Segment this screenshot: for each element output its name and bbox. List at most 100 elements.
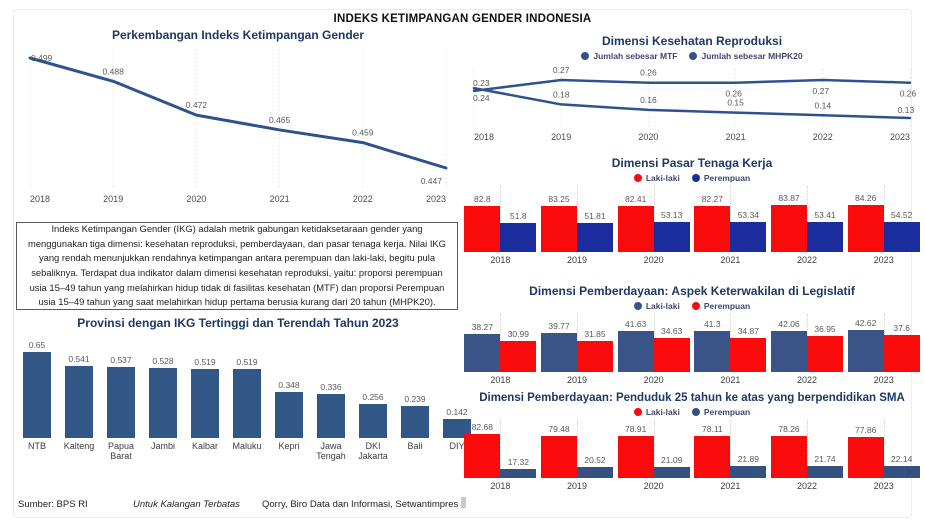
bar-ikg-2023[interactable]: [23, 352, 51, 438]
legend-item[interactable]: Perempuan: [691, 173, 750, 183]
bar-ikg-2023[interactable]: [275, 392, 303, 438]
ikg-trend-line-chart[interactable]: 0.499 0.488 0.472 0.465 0.459 0.447 2018 2019 20…: [16, 42, 460, 211]
bar-laki-laki[interactable]: [617, 436, 654, 478]
line-series[interactable]: [472, 86, 912, 120]
data-label: 0.488: [103, 66, 125, 76]
bar-value-label: 42.06: [778, 319, 800, 329]
bar-value-label: 0.65: [28, 340, 46, 350]
bar-laki-laki[interactable]: [847, 205, 884, 252]
legend-dot: [691, 408, 700, 416]
bar-perempuan[interactable]: [883, 466, 920, 478]
x-axis-label: 2018: [30, 194, 50, 204]
bar-ikg-2023[interactable]: [107, 367, 135, 438]
bar-group-2019: 79.48 20.52 2019: [539, 420, 616, 491]
bar-laki-laki[interactable]: [847, 330, 884, 372]
bar-laki-laki[interactable]: [771, 205, 808, 252]
bar-laki-laki[interactable]: [771, 331, 808, 372]
bar-perempuan[interactable]: [500, 469, 537, 478]
bar-perempuan[interactable]: [653, 338, 690, 372]
legislatif-bar-chart[interactable]: 38.27 30.99 2018 39.77 31.85 2019 41.63 34.63 20…: [462, 314, 922, 385]
bar-group-2022: 42.06 36.95 2022: [769, 314, 846, 385]
data-label: 0.13: [898, 105, 915, 115]
bar-laki-laki[interactable]: [847, 437, 884, 478]
data-label: 0.465: [269, 115, 291, 125]
bar-perempuan[interactable]: [730, 222, 767, 252]
bar-group-Bali: 0.239 Bali: [394, 338, 436, 462]
bar-perempuan[interactable]: [730, 338, 767, 372]
bar-ikg-2023[interactable]: [317, 394, 345, 438]
bar-laki-laki[interactable]: [464, 334, 501, 372]
bar-value-label: 0.519: [194, 357, 216, 367]
bar-ikg-2023[interactable]: [65, 366, 93, 438]
bar-perempuan[interactable]: [730, 466, 767, 478]
bar-perempuan[interactable]: [500, 223, 537, 252]
bar-perempuan[interactable]: [807, 222, 844, 252]
legend-item[interactable]: Laki-laki: [633, 173, 680, 183]
bar-laki-laki[interactable]: [771, 436, 808, 478]
data-label: 0.26: [900, 89, 917, 99]
bar-laki-laki[interactable]: [541, 206, 577, 252]
bar-value-label: 0.336: [320, 382, 342, 392]
x-axis-label: Kalteng: [63, 441, 95, 451]
bar-group-Jambi: 0.528 Jambi: [142, 338, 184, 462]
legend-label: Jumlah sebesar MHPK20: [701, 51, 803, 61]
legend-item[interactable]: Jumlah sebesar MTF: [581, 51, 677, 61]
bar-laki-laki[interactable]: [541, 333, 577, 372]
bar-value-label: 30.99: [507, 329, 529, 339]
bar-value-label: 51.8: [510, 211, 527, 221]
bar-ikg-2023[interactable]: [443, 419, 471, 438]
legend-item[interactable]: Perempuan: [691, 301, 750, 311]
bar-laki-laki[interactable]: [694, 206, 731, 252]
bar-perempuan[interactable]: [883, 222, 920, 252]
legend-label: Laki-laki: [645, 407, 680, 417]
line-series[interactable]: [28, 56, 448, 170]
legend-item[interactable]: Perempuan: [691, 407, 750, 417]
x-axis-label: 2021: [720, 375, 741, 385]
bar-perempuan[interactable]: [883, 335, 920, 372]
scrollbar-thumb[interactable]: [461, 497, 466, 508]
bar-laki-laki[interactable]: [541, 436, 577, 478]
line-series[interactable]: [472, 78, 912, 93]
bar-value-label: 34.87: [737, 326, 759, 336]
bar-laki-laki[interactable]: [464, 206, 501, 252]
legend-item[interactable]: Laki-laki: [633, 301, 680, 311]
bar-ikg-2023[interactable]: [149, 368, 177, 438]
bar-group-2020: 41.63 34.63 2020: [615, 314, 692, 385]
bar-group-2019: 39.77 31.85 2019: [539, 314, 616, 385]
bar-perempuan[interactable]: [577, 341, 613, 372]
sma-bar-chart[interactable]: 82.68 17.32 2018 79.48 20.52 2019 78.91 21.09 20…: [462, 420, 922, 491]
bar-ikg-2023[interactable]: [359, 404, 387, 438]
bar-laki-laki[interactable]: [694, 331, 731, 372]
bar-perempuan[interactable]: [500, 341, 537, 372]
kesehatan-line-chart[interactable]: 0.23 0.27 0.26 0.26 0.27 0.26 0.24 0.18 0.16 0.15…: [462, 64, 922, 149]
bar-laki-laki[interactable]: [617, 331, 654, 372]
data-label: 0.24: [473, 93, 490, 103]
bar-value-label: 20.52: [584, 455, 606, 465]
bar-ikg-2023[interactable]: [233, 369, 261, 438]
provinsi-bar-chart[interactable]: 0.65 NTB 0.541 Kalteng 0.537 Papua Barat 0.528…: [16, 338, 471, 462]
bar-value-label: 84.26: [855, 193, 877, 203]
bar-perempuan[interactable]: [653, 467, 690, 478]
bar-perempuan[interactable]: [577, 467, 613, 478]
bar-value-label: 83.25: [548, 194, 570, 204]
bar-ikg-2023[interactable]: [401, 406, 429, 438]
bar-group-2018: 82.68 17.32 2018: [462, 420, 539, 491]
bar-ikg-2023[interactable]: [191, 369, 219, 438]
x-axis-label: 2022: [797, 375, 818, 385]
legend-item[interactable]: Jumlah sebesar MHPK20: [689, 51, 803, 61]
bar-perempuan[interactable]: [653, 222, 690, 252]
bar-perempuan[interactable]: [807, 336, 844, 372]
description-text: Indeks Ketimpangan Gender (IKG) adalah m…: [28, 223, 446, 308]
bar-perempuan[interactable]: [577, 223, 613, 252]
pasar-bar-chart[interactable]: 82.8 51.8 2018 83.25 51.81 2019 82.41 53.13 2020…: [462, 186, 922, 265]
bar-laki-laki[interactable]: [694, 436, 731, 478]
bar-laki-laki[interactable]: [617, 206, 654, 252]
gridline: [883, 186, 885, 252]
bar-perempuan[interactable]: [807, 466, 844, 478]
gridline: [577, 420, 578, 478]
legend-item[interactable]: Laki-laki: [633, 407, 680, 417]
panel-provinsi: Provinsi dengan IKG Tertinggi dan Terend…: [16, 316, 471, 462]
x-axis-label: 2020: [186, 194, 206, 204]
bar-group-2022: 78.26 21.74 2022: [769, 420, 846, 491]
bar-laki-laki[interactable]: [464, 434, 501, 478]
